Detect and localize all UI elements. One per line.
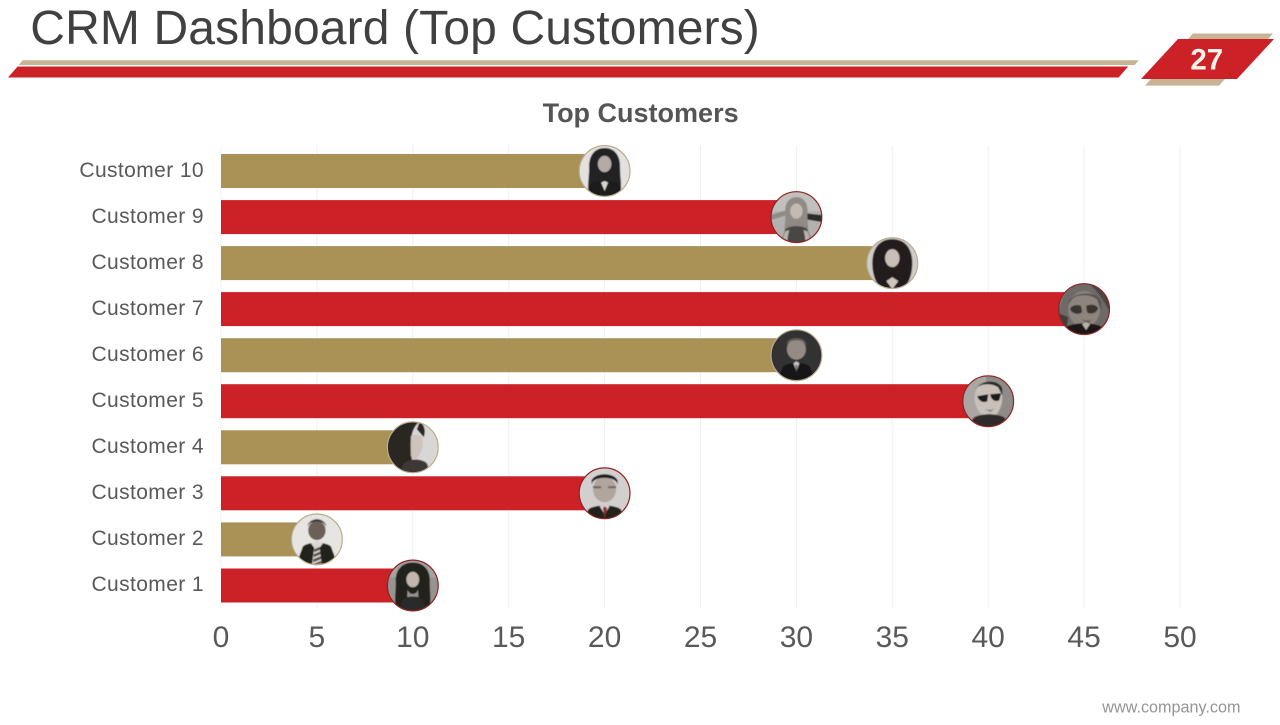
svg-text:Customer 2: Customer 2 (91, 527, 204, 550)
svg-text:Customer 1: Customer 1 (91, 573, 204, 596)
svg-text:CRM Dashboard (Top Customers): CRM Dashboard (Top Customers) (30, 2, 760, 55)
svg-text:10: 10 (396, 621, 429, 654)
svg-text:50: 50 (1163, 621, 1196, 654)
svg-text:Customer 4: Customer 4 (91, 435, 204, 458)
svg-text:20: 20 (588, 621, 621, 654)
svg-text:Customer 7: Customer 7 (91, 297, 204, 320)
svg-text:Customer 10: Customer 10 (79, 159, 204, 182)
svg-text:Customer 8: Customer 8 (91, 251, 204, 274)
svg-text:Customer 6: Customer 6 (91, 343, 204, 366)
svg-text:40: 40 (972, 621, 1005, 654)
svg-text:Customer 5: Customer 5 (91, 389, 204, 412)
svg-text:5: 5 (309, 621, 326, 654)
svg-text:Top Customers: Top Customers (543, 98, 739, 128)
svg-text:Customer 3: Customer 3 (91, 481, 204, 504)
svg-text:35: 35 (876, 621, 909, 654)
svg-text:25: 25 (684, 621, 717, 654)
svg-text:0: 0 (213, 621, 230, 654)
svg-text:15: 15 (492, 621, 525, 654)
svg-text:Customer 9: Customer 9 (91, 205, 204, 228)
svg-text:30: 30 (780, 621, 813, 654)
svg-text:www.company.com: www.company.com (1101, 699, 1240, 717)
svg-text:45: 45 (1067, 621, 1100, 654)
svg-text:27: 27 (1190, 43, 1223, 76)
